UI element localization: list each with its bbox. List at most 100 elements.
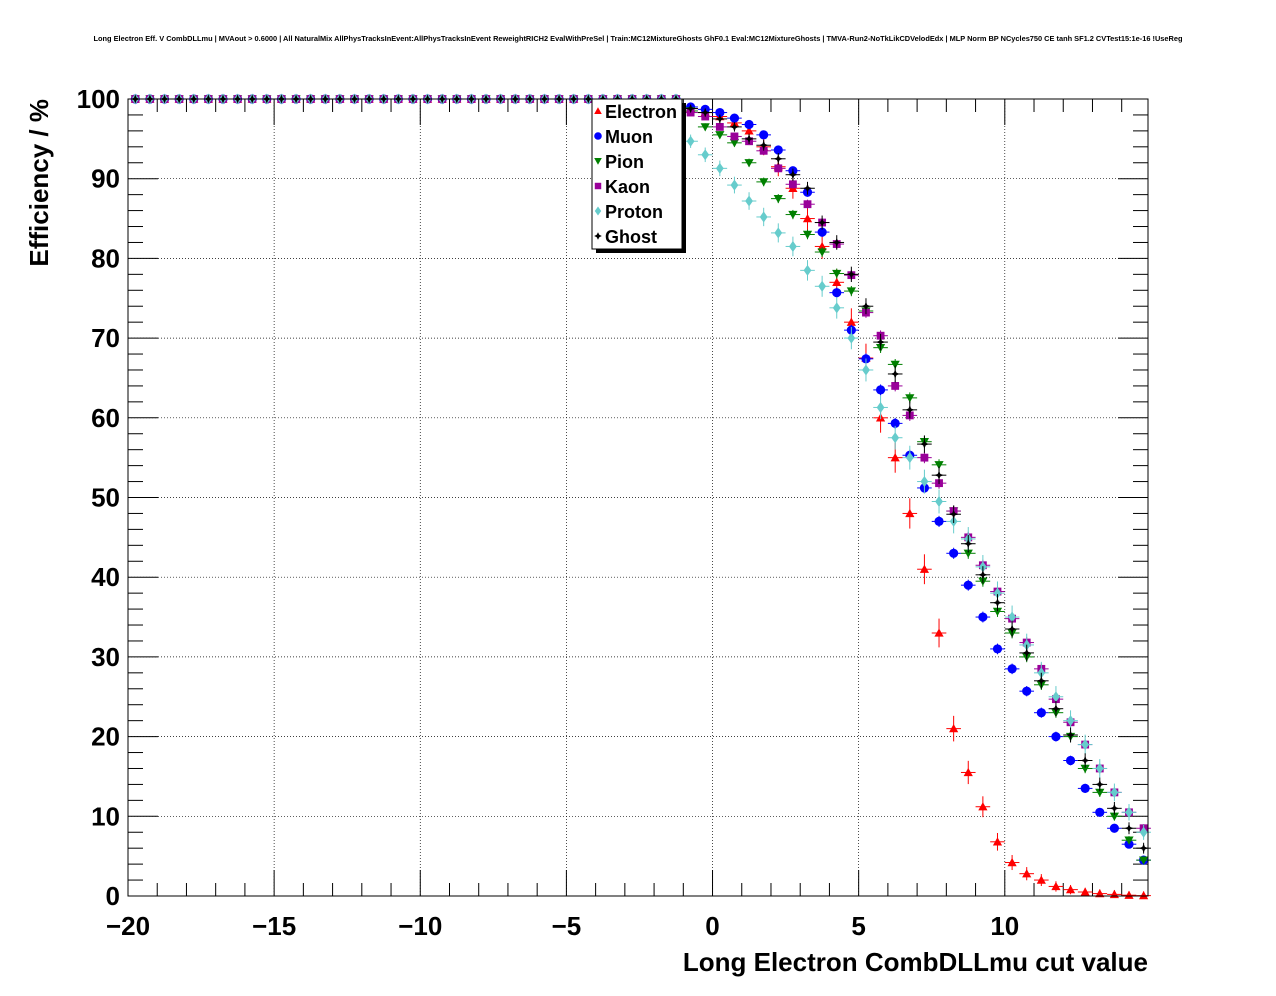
ghost-point xyxy=(829,235,845,250)
ghost-marker xyxy=(949,509,959,519)
pion-point xyxy=(741,158,757,168)
x-tick-label: −10 xyxy=(398,911,442,941)
ghost-point xyxy=(1019,644,1035,662)
x-tick-label: −20 xyxy=(106,911,150,941)
muon-point xyxy=(1107,823,1122,833)
y-tick-label: 20 xyxy=(91,722,120,752)
ghost-marker xyxy=(890,369,900,379)
ghost-marker xyxy=(875,337,886,347)
kaon-marker xyxy=(891,382,900,390)
muon-marker xyxy=(715,107,725,118)
proton-marker xyxy=(920,476,929,488)
ghost-marker xyxy=(817,217,827,228)
kaon-marker xyxy=(759,146,768,155)
electron-point xyxy=(1004,855,1020,871)
electron-marker xyxy=(992,837,1003,846)
proton-point xyxy=(712,160,728,177)
electron-marker xyxy=(963,767,973,777)
ghost-marker xyxy=(832,237,842,248)
proton-point xyxy=(1107,783,1122,802)
pion-marker xyxy=(1095,788,1105,797)
proton-point xyxy=(814,275,830,297)
muon-point xyxy=(1048,731,1064,742)
legend-marker xyxy=(594,157,602,165)
legend-marker xyxy=(594,232,602,240)
proton-point xyxy=(741,192,757,210)
x-tick-labels: −20 −15 −10 −5 0 5 10 xyxy=(106,911,1019,941)
muon-marker xyxy=(1109,823,1119,833)
kaon-point xyxy=(785,179,801,189)
muon-point xyxy=(960,579,976,591)
ghost-point xyxy=(902,401,918,419)
ghost-marker xyxy=(744,134,754,144)
y-tick-label: 60 xyxy=(91,403,120,433)
electron-marker xyxy=(1007,857,1017,867)
ghost-point xyxy=(858,298,874,315)
proton-marker xyxy=(876,401,885,413)
legend: Electron Muon Pion Kaon Proton Ghost xyxy=(591,98,686,253)
kaon-point xyxy=(712,122,728,131)
proton-marker xyxy=(774,227,783,239)
legend-entry-pion: Pion xyxy=(594,152,644,172)
muon-point xyxy=(829,287,845,298)
legend-marker xyxy=(594,182,602,190)
proton-point xyxy=(785,236,801,257)
ghost-point xyxy=(931,466,947,484)
ghost-point xyxy=(975,566,991,584)
electron-marker xyxy=(802,213,813,223)
proton-point xyxy=(1077,734,1093,755)
proton-marker xyxy=(1139,826,1148,838)
ghost-marker xyxy=(1080,755,1090,766)
electron-point xyxy=(931,618,947,648)
electron-marker xyxy=(1080,887,1090,896)
proton-point xyxy=(770,223,786,243)
electron-point xyxy=(800,207,815,231)
muon-marker xyxy=(978,612,988,622)
kaon-point xyxy=(727,132,742,141)
y-tick-label: 80 xyxy=(91,243,120,273)
y-tick-label: 90 xyxy=(91,164,120,194)
proton-point xyxy=(727,176,742,194)
electron-marker xyxy=(1022,869,1032,878)
electron-point xyxy=(990,832,1005,851)
electron-point xyxy=(975,796,991,818)
proton-marker xyxy=(730,179,739,191)
ghost-point xyxy=(1107,801,1122,815)
ghost-marker xyxy=(905,405,915,415)
muon-marker xyxy=(963,580,973,590)
ghost-marker xyxy=(788,170,798,180)
y-tick-label: 50 xyxy=(91,483,120,513)
legend-label: Muon xyxy=(605,127,653,147)
ghost-marker xyxy=(992,598,1003,608)
electron-point xyxy=(1092,889,1108,898)
ghost-point xyxy=(712,114,728,124)
proton-marker xyxy=(832,302,841,314)
kaon-marker xyxy=(803,200,812,209)
ghost-point xyxy=(741,133,757,145)
electron-marker xyxy=(890,453,900,462)
ghost-marker xyxy=(963,539,973,549)
legend-entry-kaon: Kaon xyxy=(594,177,650,197)
ghost-point xyxy=(887,365,903,383)
x-axis-label: Long Electron CombDLLmu cut value xyxy=(683,947,1148,977)
grid-lines xyxy=(128,99,1148,896)
kaon-point xyxy=(770,164,786,173)
ghost-point xyxy=(960,535,976,553)
ghost-point xyxy=(1121,822,1137,835)
electron-point xyxy=(1034,874,1049,887)
pion-marker xyxy=(846,287,856,296)
chart-title: Long Electron Eff. V CombDLLmu | MVAout … xyxy=(94,34,1183,43)
muon-marker xyxy=(1036,708,1046,718)
series-layer xyxy=(130,93,1151,900)
proton-marker xyxy=(1081,739,1090,751)
muon-point xyxy=(1034,707,1049,718)
muon-point xyxy=(1063,755,1078,766)
pion-marker xyxy=(890,360,900,370)
legend-marker xyxy=(594,107,602,115)
kaon-point xyxy=(800,199,815,209)
proton-marker xyxy=(862,364,870,376)
ghost-marker xyxy=(686,103,696,114)
proton-point xyxy=(844,326,859,350)
muon-marker xyxy=(890,418,900,428)
proton-marker xyxy=(993,587,1002,599)
